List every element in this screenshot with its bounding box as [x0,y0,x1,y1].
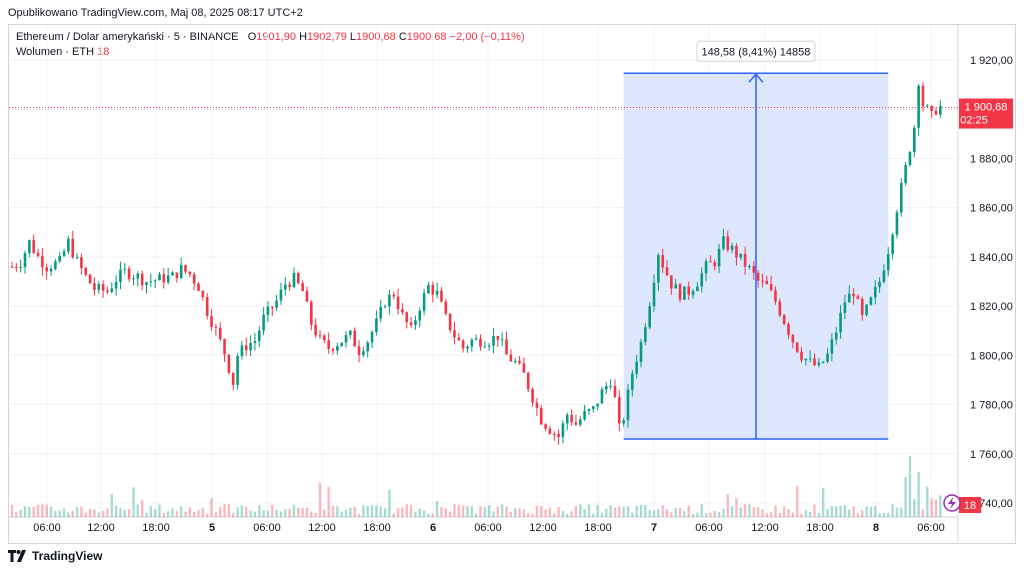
symbol-description[interactable]: Ethereum / Dolar amerykański · 5 · BINAN… [16,31,239,43]
tradingview-footer: TradingView [8,549,102,563]
close-label: C [398,31,407,43]
ohlc-legend: Ethereum / Dolar amerykański · 5 · BINAN… [16,31,525,43]
tradingview-brand: TradingView [32,549,103,563]
chart-frame [8,24,1016,544]
high-value: 1902,79 [307,31,347,43]
volume-legend: Wolumen · ETH 18 [16,46,109,58]
low-value: 1900,68 [356,31,396,43]
change-value: −2,00 (−0,11%) [449,31,525,43]
open-value: 1901,90 [256,31,297,43]
published-header: Opublikowano TradingView.com, Maj 08, 20… [8,7,303,19]
volume-value: 18 [97,46,110,58]
tradingview-logo-icon [8,550,26,562]
close-value: 1900,68 [406,31,447,43]
volume-label[interactable]: Wolumen · ETH [16,46,95,58]
open-label: O [247,31,257,43]
low-label: L [349,31,356,43]
high-label: H [299,31,308,43]
